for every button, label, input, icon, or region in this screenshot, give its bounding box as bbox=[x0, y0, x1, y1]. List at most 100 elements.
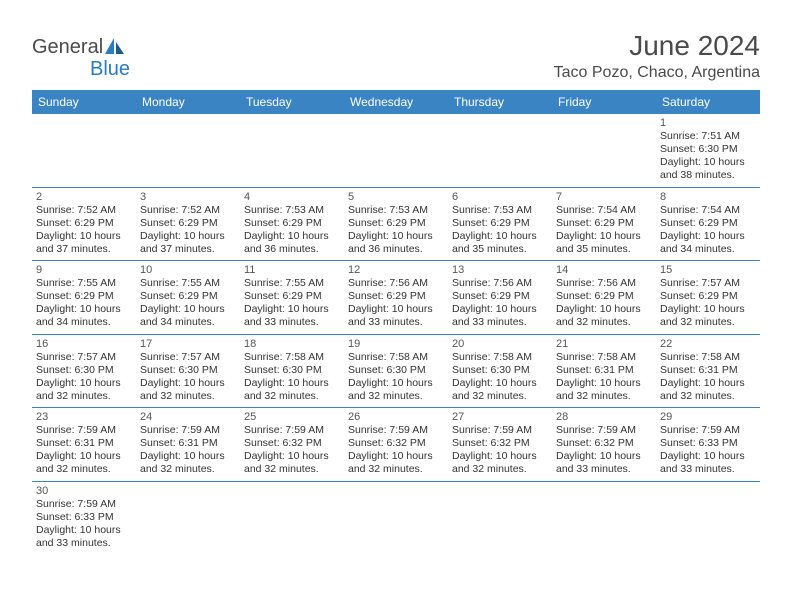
calendar-cell bbox=[240, 114, 344, 187]
sunrise-text: Sunrise: 7:58 AM bbox=[348, 351, 444, 364]
day-number: 7 bbox=[556, 191, 652, 203]
calendar-cell: 9Sunrise: 7:55 AMSunset: 6:29 PMDaylight… bbox=[32, 261, 136, 335]
calendar-cell: 11Sunrise: 7:55 AMSunset: 6:29 PMDayligh… bbox=[240, 261, 344, 335]
sunset-text: Sunset: 6:32 PM bbox=[556, 437, 652, 450]
calendar-cell: 18Sunrise: 7:58 AMSunset: 6:30 PMDayligh… bbox=[240, 334, 344, 408]
daylight-text: Daylight: 10 hours and 34 minutes. bbox=[660, 230, 756, 256]
day-info: Sunrise: 7:54 AMSunset: 6:29 PMDaylight:… bbox=[660, 204, 756, 257]
daylight-text: Daylight: 10 hours and 35 minutes. bbox=[452, 230, 548, 256]
daylight-text: Daylight: 10 hours and 32 minutes. bbox=[660, 303, 756, 329]
sunset-text: Sunset: 6:29 PM bbox=[140, 217, 236, 230]
day-number: 12 bbox=[348, 264, 444, 276]
day-info: Sunrise: 7:59 AMSunset: 6:32 PMDaylight:… bbox=[556, 424, 652, 477]
day-number: 2 bbox=[36, 191, 132, 203]
calendar-cell bbox=[136, 114, 240, 187]
sunrise-text: Sunrise: 7:59 AM bbox=[140, 424, 236, 437]
daylight-text: Daylight: 10 hours and 36 minutes. bbox=[348, 230, 444, 256]
day-number: 30 bbox=[36, 485, 132, 497]
sunrise-text: Sunrise: 7:55 AM bbox=[36, 277, 132, 290]
calendar-cell: 27Sunrise: 7:59 AMSunset: 6:32 PMDayligh… bbox=[448, 408, 552, 482]
dayhead-tuesday: Tuesday bbox=[240, 90, 344, 114]
sunset-text: Sunset: 6:29 PM bbox=[348, 217, 444, 230]
sunset-text: Sunset: 6:32 PM bbox=[452, 437, 548, 450]
daylight-text: Daylight: 10 hours and 32 minutes. bbox=[36, 450, 132, 476]
sunset-text: Sunset: 6:30 PM bbox=[452, 364, 548, 377]
sunrise-text: Sunrise: 7:59 AM bbox=[36, 498, 132, 511]
sunrise-text: Sunrise: 7:57 AM bbox=[660, 277, 756, 290]
calendar-cell: 3Sunrise: 7:52 AMSunset: 6:29 PMDaylight… bbox=[136, 187, 240, 261]
title-block: June 2024 Taco Pozo, Chaco, Argentina bbox=[554, 30, 760, 82]
daylight-text: Daylight: 10 hours and 32 minutes. bbox=[140, 450, 236, 476]
day-number: 18 bbox=[244, 338, 340, 350]
sunset-text: Sunset: 6:29 PM bbox=[660, 217, 756, 230]
logo-text-general: General bbox=[32, 36, 103, 59]
daylight-text: Daylight: 10 hours and 32 minutes. bbox=[348, 377, 444, 403]
day-info: Sunrise: 7:57 AMSunset: 6:29 PMDaylight:… bbox=[660, 277, 756, 330]
daylight-text: Daylight: 10 hours and 37 minutes. bbox=[36, 230, 132, 256]
day-number: 15 bbox=[660, 264, 756, 276]
sunset-text: Sunset: 6:33 PM bbox=[660, 437, 756, 450]
sunset-text: Sunset: 6:29 PM bbox=[36, 217, 132, 230]
sunrise-text: Sunrise: 7:53 AM bbox=[244, 204, 340, 217]
day-number: 16 bbox=[36, 338, 132, 350]
sunrise-text: Sunrise: 7:59 AM bbox=[452, 424, 548, 437]
daylight-text: Daylight: 10 hours and 32 minutes. bbox=[244, 450, 340, 476]
daylight-text: Daylight: 10 hours and 32 minutes. bbox=[452, 377, 548, 403]
sunrise-text: Sunrise: 7:55 AM bbox=[244, 277, 340, 290]
calendar-cell bbox=[552, 114, 656, 187]
calendar-week: 30Sunrise: 7:59 AMSunset: 6:33 PMDayligh… bbox=[32, 481, 760, 554]
daylight-text: Daylight: 10 hours and 33 minutes. bbox=[660, 450, 756, 476]
calendar-cell bbox=[656, 481, 760, 554]
day-info: Sunrise: 7:59 AMSunset: 6:31 PMDaylight:… bbox=[36, 424, 132, 477]
sunrise-text: Sunrise: 7:58 AM bbox=[660, 351, 756, 364]
day-number: 11 bbox=[244, 264, 340, 276]
dayhead-row: Sunday Monday Tuesday Wednesday Thursday… bbox=[32, 90, 760, 114]
day-number: 28 bbox=[556, 411, 652, 423]
calendar-table: Sunday Monday Tuesday Wednesday Thursday… bbox=[32, 90, 760, 554]
daylight-text: Daylight: 10 hours and 35 minutes. bbox=[556, 230, 652, 256]
day-number: 26 bbox=[348, 411, 444, 423]
sunset-text: Sunset: 6:30 PM bbox=[36, 364, 132, 377]
day-info: Sunrise: 7:57 AMSunset: 6:30 PMDaylight:… bbox=[140, 351, 236, 404]
calendar-cell: 5Sunrise: 7:53 AMSunset: 6:29 PMDaylight… bbox=[344, 187, 448, 261]
day-number: 29 bbox=[660, 411, 756, 423]
day-number: 21 bbox=[556, 338, 652, 350]
sunrise-text: Sunrise: 7:58 AM bbox=[452, 351, 548, 364]
sunrise-text: Sunrise: 7:56 AM bbox=[452, 277, 548, 290]
calendar-cell bbox=[448, 481, 552, 554]
daylight-text: Daylight: 10 hours and 34 minutes. bbox=[140, 303, 236, 329]
sunrise-text: Sunrise: 7:53 AM bbox=[452, 204, 548, 217]
sunset-text: Sunset: 6:32 PM bbox=[348, 437, 444, 450]
day-info: Sunrise: 7:51 AMSunset: 6:30 PMDaylight:… bbox=[660, 130, 756, 183]
daylight-text: Daylight: 10 hours and 33 minutes. bbox=[348, 303, 444, 329]
calendar-week: 9Sunrise: 7:55 AMSunset: 6:29 PMDaylight… bbox=[32, 261, 760, 335]
daylight-text: Daylight: 10 hours and 32 minutes. bbox=[556, 377, 652, 403]
sunrise-text: Sunrise: 7:52 AM bbox=[36, 204, 132, 217]
day-number: 23 bbox=[36, 411, 132, 423]
calendar-cell bbox=[240, 481, 344, 554]
calendar-cell bbox=[344, 481, 448, 554]
day-number: 14 bbox=[556, 264, 652, 276]
daylight-text: Daylight: 10 hours and 32 minutes. bbox=[140, 377, 236, 403]
daylight-text: Daylight: 10 hours and 32 minutes. bbox=[556, 303, 652, 329]
day-info: Sunrise: 7:59 AMSunset: 6:31 PMDaylight:… bbox=[140, 424, 236, 477]
day-info: Sunrise: 7:52 AMSunset: 6:29 PMDaylight:… bbox=[36, 204, 132, 257]
daylight-text: Daylight: 10 hours and 32 minutes. bbox=[348, 450, 444, 476]
day-number: 19 bbox=[348, 338, 444, 350]
calendar-week: 1Sunrise: 7:51 AMSunset: 6:30 PMDaylight… bbox=[32, 114, 760, 187]
calendar-cell: 13Sunrise: 7:56 AMSunset: 6:29 PMDayligh… bbox=[448, 261, 552, 335]
day-info: Sunrise: 7:54 AMSunset: 6:29 PMDaylight:… bbox=[556, 204, 652, 257]
sunset-text: Sunset: 6:29 PM bbox=[556, 290, 652, 303]
sunrise-text: Sunrise: 7:59 AM bbox=[244, 424, 340, 437]
dayhead-thursday: Thursday bbox=[448, 90, 552, 114]
dayhead-friday: Friday bbox=[552, 90, 656, 114]
sunset-text: Sunset: 6:29 PM bbox=[348, 290, 444, 303]
day-number: 27 bbox=[452, 411, 548, 423]
month-title: June 2024 bbox=[554, 30, 760, 62]
sunset-text: Sunset: 6:29 PM bbox=[660, 290, 756, 303]
sunset-text: Sunset: 6:29 PM bbox=[36, 290, 132, 303]
day-number: 4 bbox=[244, 191, 340, 203]
sunrise-text: Sunrise: 7:54 AM bbox=[660, 204, 756, 217]
calendar-cell: 30Sunrise: 7:59 AMSunset: 6:33 PMDayligh… bbox=[32, 481, 136, 554]
sunset-text: Sunset: 6:31 PM bbox=[140, 437, 236, 450]
